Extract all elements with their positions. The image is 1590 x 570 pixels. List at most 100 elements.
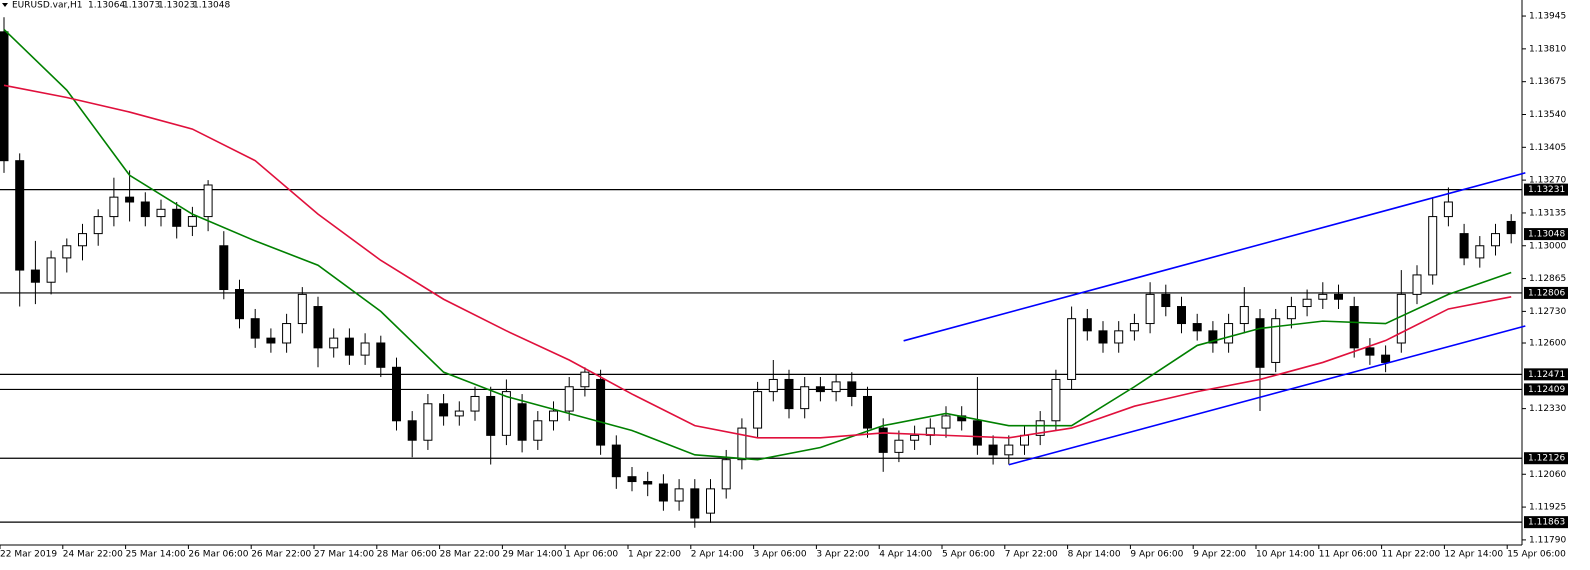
y-tick-label: 1.13135 <box>1529 208 1566 218</box>
candle-body <box>376 342 386 368</box>
y-tick-label: 1.13405 <box>1529 143 1566 153</box>
candle-body <box>910 434 920 441</box>
candle-body <box>392 366 401 422</box>
candle-body <box>407 420 417 441</box>
candle-body <box>611 444 621 478</box>
candle-body <box>282 323 292 344</box>
candle-body <box>1082 318 1092 332</box>
candle-body <box>784 378 794 410</box>
y-tick-label: 1.12060 <box>1529 470 1566 480</box>
x-tick-label: 10 Apr 14:00 <box>1256 550 1315 560</box>
x-tick-label: 3 Apr 22:00 <box>816 550 869 560</box>
candle-body <box>721 459 731 490</box>
candle-body <box>250 318 260 339</box>
candle-body <box>46 257 56 283</box>
x-tick-label: 11 Apr 22:00 <box>1382 550 1441 560</box>
candle-body <box>1302 298 1312 308</box>
level-tag <box>1524 183 1568 196</box>
x-tick-label: 4 Apr 14:00 <box>879 550 932 560</box>
candle-body <box>140 201 150 218</box>
candle-body <box>690 488 700 519</box>
candle-body <box>549 410 558 422</box>
candle-body <box>203 184 213 218</box>
candle-body <box>1098 330 1108 344</box>
ohlc-value: 1.13064 <box>88 1 125 11</box>
candle-body <box>941 415 951 429</box>
candle-body <box>1035 420 1045 436</box>
candle-body <box>501 391 511 436</box>
x-tick-label: 12 Apr 14:00 <box>1444 550 1503 560</box>
y-tick-label: 1.13270 <box>1529 176 1566 186</box>
candle-body <box>219 245 229 291</box>
candle-body <box>1177 306 1186 325</box>
y-tick-label: 1.12330 <box>1529 404 1566 414</box>
candle-body <box>1020 434 1029 446</box>
candle-body <box>1506 220 1516 235</box>
candle-body <box>1286 306 1296 320</box>
candle-body <box>1192 323 1202 332</box>
y-tick-label: 1.13000 <box>1529 241 1566 251</box>
candle-body <box>1381 354 1391 363</box>
candle-body <box>815 386 825 393</box>
candle-body <box>988 444 998 456</box>
y-tick-label: 1.12865 <box>1529 274 1566 284</box>
candle-body <box>1145 293 1155 325</box>
x-tick-label: 1 Apr 06:00 <box>565 550 618 560</box>
moving-average <box>3 84 1512 439</box>
candle-body <box>93 216 103 235</box>
level-tag <box>1524 286 1568 299</box>
candle-body <box>847 381 857 397</box>
candle-body <box>78 233 87 247</box>
candle-body <box>564 386 574 412</box>
candle-body <box>1475 245 1485 259</box>
moving-average <box>3 28 1512 461</box>
x-tick-label: 24 Mar 22:00 <box>63 550 123 560</box>
x-tick-label: 1 Apr 22:00 <box>628 550 681 560</box>
candle-body <box>1428 216 1438 276</box>
symbol: EURUSD.var,H1 <box>12 1 83 11</box>
candle-body <box>1365 347 1375 356</box>
candle-body <box>344 337 354 356</box>
x-tick-label: 26 Mar 06:00 <box>188 550 248 560</box>
x-tick-label: 3 Apr 06:00 <box>754 550 807 560</box>
level-label: 1.13231 <box>1528 185 1565 195</box>
candle-body <box>972 420 982 446</box>
x-tick-label: 11 Apr 06:00 <box>1319 550 1378 560</box>
candle-body <box>658 483 668 502</box>
level-tag <box>1524 516 1568 529</box>
candle-body <box>596 378 606 446</box>
candle-body <box>878 427 888 453</box>
level-tag <box>1524 383 1568 396</box>
candle-body <box>313 306 323 349</box>
x-tick-label: 2 Apr 14:00 <box>691 550 744 560</box>
candle-body <box>800 386 810 410</box>
x-tick-label: 28 Mar 22:00 <box>440 550 500 560</box>
x-tick-label: 26 Mar 22:00 <box>251 550 311 560</box>
y-tick-label: 1.11925 <box>1529 503 1566 513</box>
x-tick-label: 9 Apr 06:00 <box>1130 550 1183 560</box>
x-tick-label: 5 Apr 06:00 <box>942 550 995 560</box>
candle-body <box>1255 318 1265 368</box>
candle-body <box>1349 306 1359 349</box>
candle-body <box>1491 233 1500 247</box>
y-tick-label: 1.13945 <box>1529 12 1566 22</box>
candle-body <box>1334 293 1343 300</box>
candle-body <box>156 208 166 218</box>
candle-body <box>297 293 307 325</box>
candle-body <box>627 476 637 483</box>
last-price-tag <box>1524 228 1568 241</box>
y-tick-label: 1.13540 <box>1529 110 1566 120</box>
x-tick-label: 7 Apr 22:00 <box>1005 550 1058 560</box>
candle-body <box>831 381 841 393</box>
candle-body <box>1412 274 1422 295</box>
level-label: 1.12409 <box>1528 385 1565 395</box>
candle-body <box>1004 444 1014 456</box>
candle-body <box>0 31 9 162</box>
menu-arrow[interactable] <box>2 3 8 7</box>
candle-body <box>1443 201 1453 218</box>
candle-body <box>109 196 119 218</box>
level-tag <box>1524 452 1568 465</box>
x-tick-label: 22 Mar 2019 <box>0 550 57 560</box>
candle-body <box>1396 293 1406 344</box>
candle-body <box>187 216 197 227</box>
